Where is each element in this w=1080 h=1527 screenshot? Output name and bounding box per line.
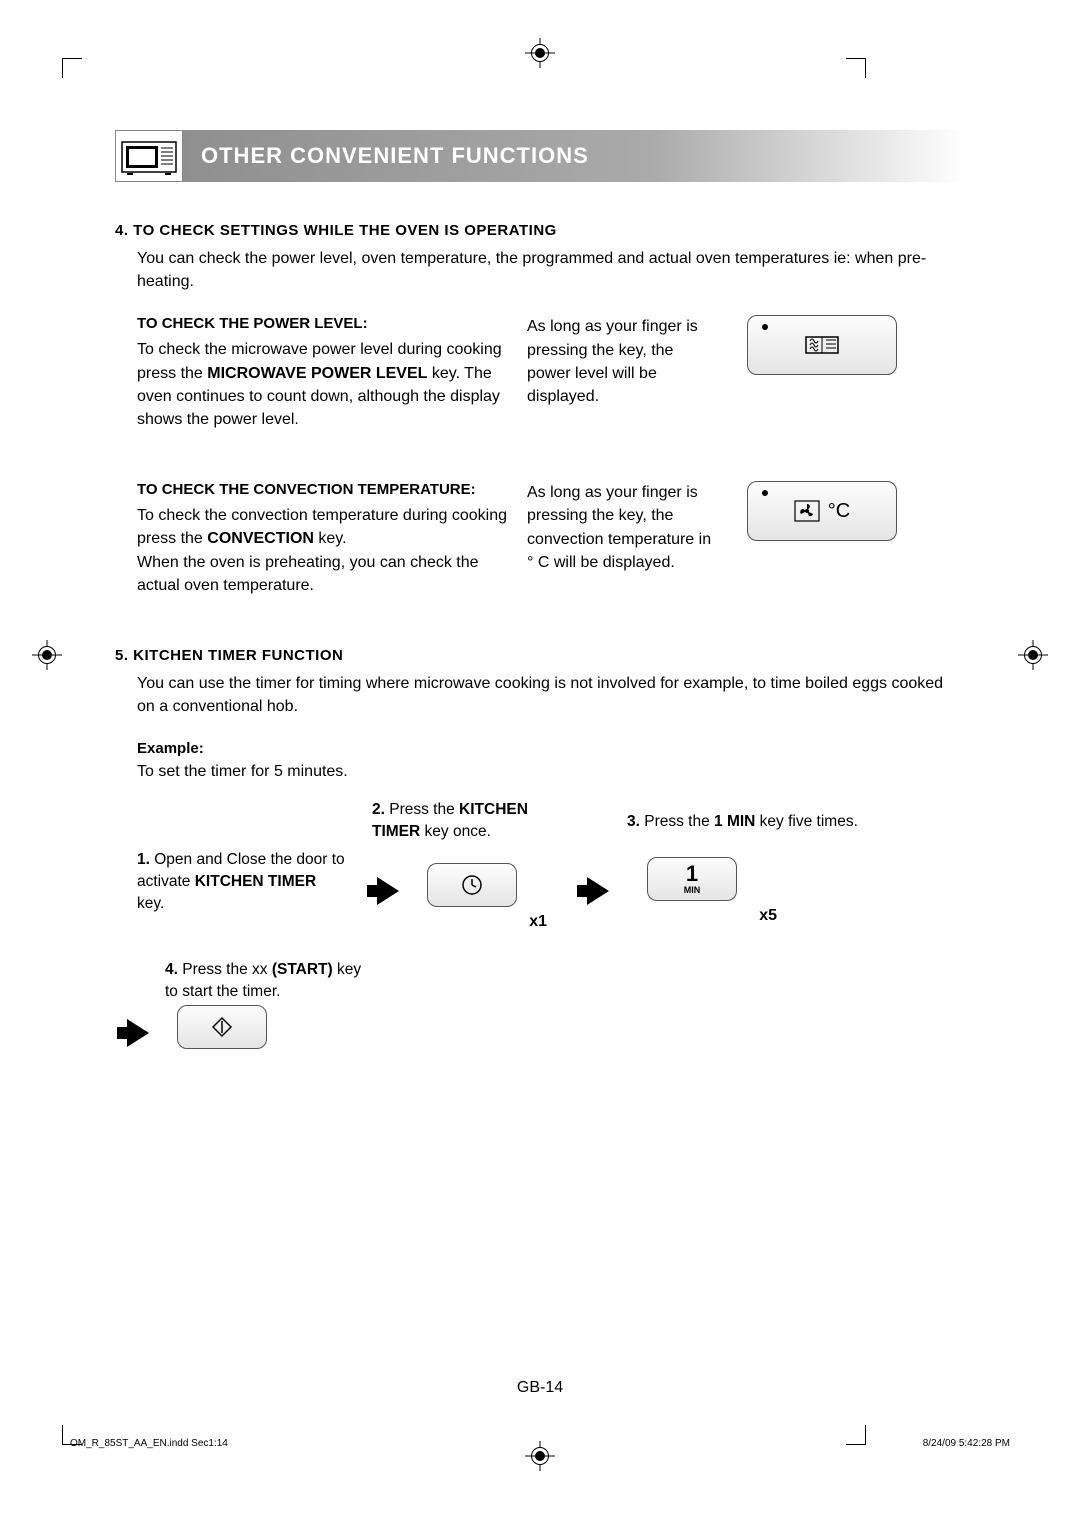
header-row: OTHER CONVENIENT FUNCTIONS bbox=[115, 130, 965, 182]
arrow-icon bbox=[127, 1019, 149, 1047]
section-5-intro: You can use the timer for timing where m… bbox=[115, 672, 965, 718]
power-level-text: TO CHECK THE POWER LEVEL: To check the m… bbox=[137, 315, 507, 431]
step-num: 3. bbox=[627, 813, 640, 830]
text-bold: MICROWAVE POWER LEVEL bbox=[207, 365, 427, 382]
one-min-key: 1 MIN bbox=[647, 857, 737, 901]
power-level-right-text: As long as your finger is pressing the k… bbox=[527, 315, 717, 408]
registration-mark bbox=[525, 38, 555, 68]
text: key once. bbox=[420, 823, 491, 840]
celsius-label: °C bbox=[828, 500, 850, 523]
page-title: OTHER CONVENIENT FUNCTIONS bbox=[183, 130, 965, 182]
section-4-intro: You can check the power level, oven temp… bbox=[115, 247, 965, 293]
crop-mark bbox=[846, 1425, 866, 1445]
page-number: GB-14 bbox=[517, 1379, 563, 1397]
example-label: Example: bbox=[137, 740, 965, 757]
text-bold: (START) bbox=[272, 961, 333, 978]
example-steps: 2. Press the KITCHEN TIMER key once. 3. … bbox=[137, 799, 965, 1139]
footer-right: 8/24/09 5:42:28 PM bbox=[923, 1438, 1010, 1449]
text-bold: KITCHEN TIMER bbox=[195, 873, 316, 890]
fan-icon bbox=[794, 500, 820, 522]
page-content: OTHER CONVENIENT FUNCTIONS 4. TO CHECK S… bbox=[115, 130, 965, 1139]
step-num: 4. bbox=[165, 961, 178, 978]
crop-mark bbox=[62, 58, 82, 78]
microwave-power-icon bbox=[804, 333, 840, 357]
text: When the oven is preheating, you can che… bbox=[137, 551, 507, 597]
registration-mark bbox=[525, 1441, 555, 1471]
power-level-heading: TO CHECK THE POWER LEVEL: bbox=[137, 315, 507, 332]
section-5-heading: 5. KITCHEN TIMER FUNCTION bbox=[115, 647, 965, 664]
section-4-heading: 4. TO CHECK SETTINGS WHILE THE OVEN IS O… bbox=[115, 222, 965, 239]
example-text: To set the timer for 5 minutes. bbox=[137, 763, 965, 781]
convection-key: °C bbox=[747, 481, 897, 541]
text: key. bbox=[137, 895, 164, 912]
text: Press the bbox=[640, 813, 714, 830]
convection-right-text: As long as your finger is pressing the k… bbox=[527, 481, 717, 574]
crop-mark bbox=[846, 58, 866, 78]
text: key. bbox=[314, 530, 347, 547]
min-label: MIN bbox=[684, 885, 701, 895]
text: Press the xx bbox=[178, 961, 272, 978]
convection-heading: TO CHECK THE CONVECTION TEMPERATURE: bbox=[137, 481, 507, 498]
registration-mark bbox=[1018, 640, 1048, 670]
convection-text: TO CHECK THE CONVECTION TEMPERATURE: To … bbox=[137, 481, 507, 597]
clock-icon bbox=[461, 874, 483, 896]
step-num: 2. bbox=[372, 801, 385, 818]
step-num: 1. bbox=[137, 851, 150, 868]
footer-left: OM_R_85ST_AA_EN.indd Sec1:14 bbox=[70, 1438, 228, 1449]
x1-label: x1 bbox=[427, 913, 547, 931]
registration-mark bbox=[32, 640, 62, 670]
text-bold: 1 MIN bbox=[714, 813, 755, 830]
min-number: 1 bbox=[686, 863, 698, 885]
text-bold: CONVECTION bbox=[207, 530, 314, 547]
text: Press the bbox=[385, 801, 459, 818]
x5-label: x5 bbox=[647, 907, 777, 925]
start-icon bbox=[211, 1016, 233, 1038]
microwave-icon bbox=[115, 130, 183, 182]
start-key bbox=[177, 1005, 267, 1049]
microwave-power-key bbox=[747, 315, 897, 375]
arrow-icon bbox=[377, 877, 399, 905]
kitchen-timer-key bbox=[427, 863, 517, 907]
arrow-icon bbox=[587, 877, 609, 905]
text: key five times. bbox=[755, 813, 858, 830]
